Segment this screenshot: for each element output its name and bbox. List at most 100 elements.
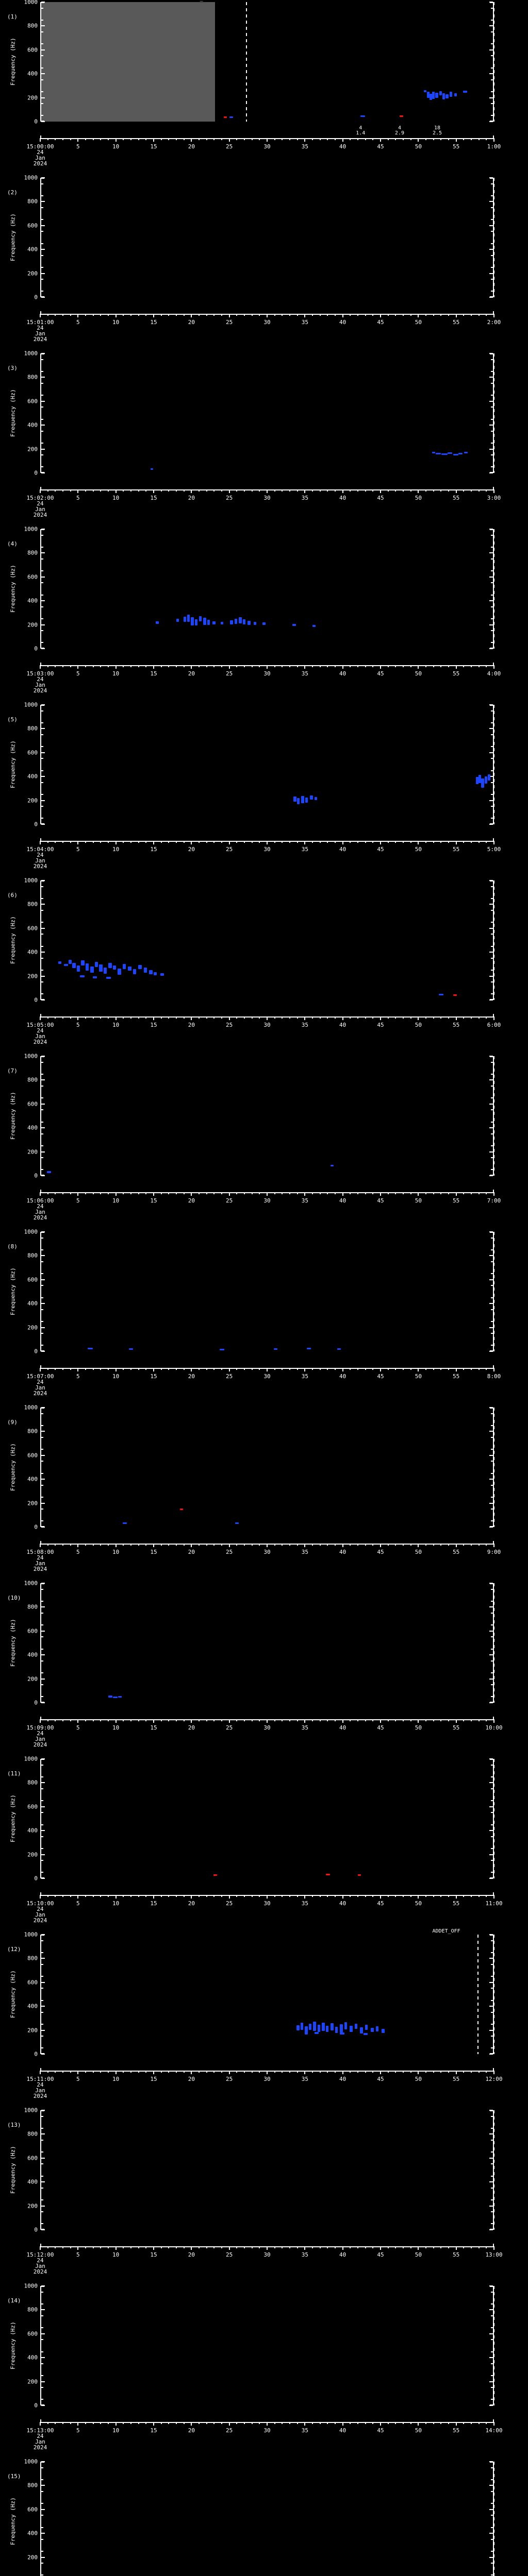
x-tick-minor: [70, 314, 71, 316]
y-axis-line-left: [40, 2110, 41, 2230]
x-tick-minor: [440, 1016, 442, 1019]
x-tick-minor: [319, 314, 321, 316]
y-tick-major-right: [489, 1758, 493, 1759]
x-tick-minor: [100, 1368, 102, 1370]
x-axis-cap: [493, 1190, 494, 1193]
date-label-line: 24: [37, 325, 44, 331]
x-tick-minor: [176, 1719, 177, 1721]
x-tick-minor: [327, 138, 328, 140]
x-tick-major: [228, 2422, 230, 2426]
y-tick-major: [41, 1407, 45, 1408]
x-tick-major: [153, 2246, 154, 2250]
y-tick-minor-right: [491, 1600, 493, 1602]
y-tick-label: 800: [27, 725, 38, 732]
y-tick-minor-right: [491, 19, 493, 21]
x-tick-minor: [357, 1544, 358, 1546]
y-tick-minor-right: [491, 606, 493, 607]
x-tick-minor: [221, 2422, 222, 2424]
x-tick-minor: [350, 138, 351, 140]
x-axis-start-label: 15:13:00: [26, 2427, 54, 2434]
y-tick-minor-right: [491, 722, 493, 723]
y-tick-label: 600: [27, 2330, 38, 2337]
x-tick-label: 35: [301, 319, 308, 326]
x-tick-minor: [312, 1719, 313, 1721]
x-tick-minor: [387, 1544, 389, 1546]
y-axis-line-left: [40, 2, 41, 122]
x-tick-major: [455, 1895, 457, 1899]
x-tick-minor: [463, 1719, 465, 1721]
x-axis-cap: [40, 2244, 41, 2247]
y-tick-minor: [41, 1976, 43, 1977]
y-tick-major: [41, 1758, 45, 1759]
panel-index-label: (9): [7, 1419, 18, 1426]
y-tick-minor-right: [491, 443, 493, 444]
x-tick-minor: [319, 138, 321, 140]
x-tick-major: [304, 2246, 306, 2250]
y-tick-major-right: [489, 1327, 493, 1328]
y-tick-major: [41, 600, 45, 602]
y-tick-major: [41, 1934, 45, 1935]
x-tick-minor: [259, 1544, 260, 1546]
y-tick-major: [41, 648, 45, 649]
x-tick-label: 10: [112, 1549, 120, 1555]
y-tick-minor: [41, 1297, 43, 1298]
y-tick-minor: [41, 2291, 43, 2293]
x-tick-minor: [478, 2246, 480, 2248]
y-tick-minor: [41, 794, 43, 795]
x-tick-minor: [365, 138, 366, 140]
date-label-line: 24: [37, 852, 44, 858]
y-tick-label: 400: [27, 2354, 38, 2361]
x-tick-minor: [213, 841, 215, 843]
x-tick-major: [40, 2246, 41, 2250]
x-tick-minor: [387, 1895, 389, 1897]
panel-index-label: (12): [7, 1946, 21, 1953]
x-tick-major: [267, 1895, 268, 1899]
x-tick-minor: [62, 665, 63, 667]
x-tick-minor: [478, 1544, 480, 1546]
x-tick-minor: [251, 314, 253, 316]
x-tick-minor: [319, 489, 321, 492]
x-tick-minor: [365, 489, 366, 492]
axis-cap: [490, 1232, 494, 1233]
x-tick-major: [342, 2422, 343, 2426]
x-tick-minor: [471, 314, 472, 316]
x-tick-minor: [62, 1719, 63, 1721]
panel-index-label: (10): [7, 1595, 21, 1601]
x-tick-minor: [70, 1368, 71, 1370]
x-tick-minor: [403, 2246, 404, 2248]
y-tick-label: 1000: [24, 2458, 38, 2465]
y-tick-minor: [41, 2211, 43, 2213]
x-tick-minor: [251, 489, 253, 492]
x-tick-minor: [471, 1544, 472, 1546]
x-tick-minor: [478, 1719, 480, 1721]
y-tick-minor: [41, 2047, 43, 2049]
x-tick-label: 50: [415, 1373, 422, 1380]
detection-point: [86, 963, 89, 971]
x-tick-minor: [448, 489, 449, 492]
x-tick-label: 15: [150, 319, 157, 326]
x-tick-minor: [199, 2071, 200, 2073]
x-axis-cap: [40, 1365, 41, 1369]
x-tick-minor: [319, 2246, 321, 2248]
y-tick-minor-right: [491, 231, 493, 232]
y-tick-major: [41, 353, 45, 354]
x-tick-minor: [176, 489, 177, 492]
y-tick-minor-right: [491, 818, 493, 819]
x-tick-minor: [138, 2071, 139, 2073]
y-tick-minor-right: [491, 945, 493, 947]
x-axis-line: [40, 1014, 494, 1020]
x-tick-minor: [259, 665, 260, 667]
x-tick-minor: [448, 2246, 449, 2248]
y-tick-major-right: [489, 2309, 493, 2311]
detection-point: [138, 964, 142, 969]
x-tick-minor: [410, 1719, 411, 1721]
x-tick-label: 15: [150, 846, 157, 853]
y-tick-major: [41, 1830, 45, 1832]
x-tick-minor: [199, 138, 200, 140]
x-tick-minor: [62, 2422, 63, 2424]
y-tick-major-right: [489, 2205, 493, 2207]
x-tick-minor: [282, 1544, 283, 1546]
detection-annotation-line: 1.4: [356, 130, 366, 136]
x-tick-label: 40: [339, 143, 346, 150]
